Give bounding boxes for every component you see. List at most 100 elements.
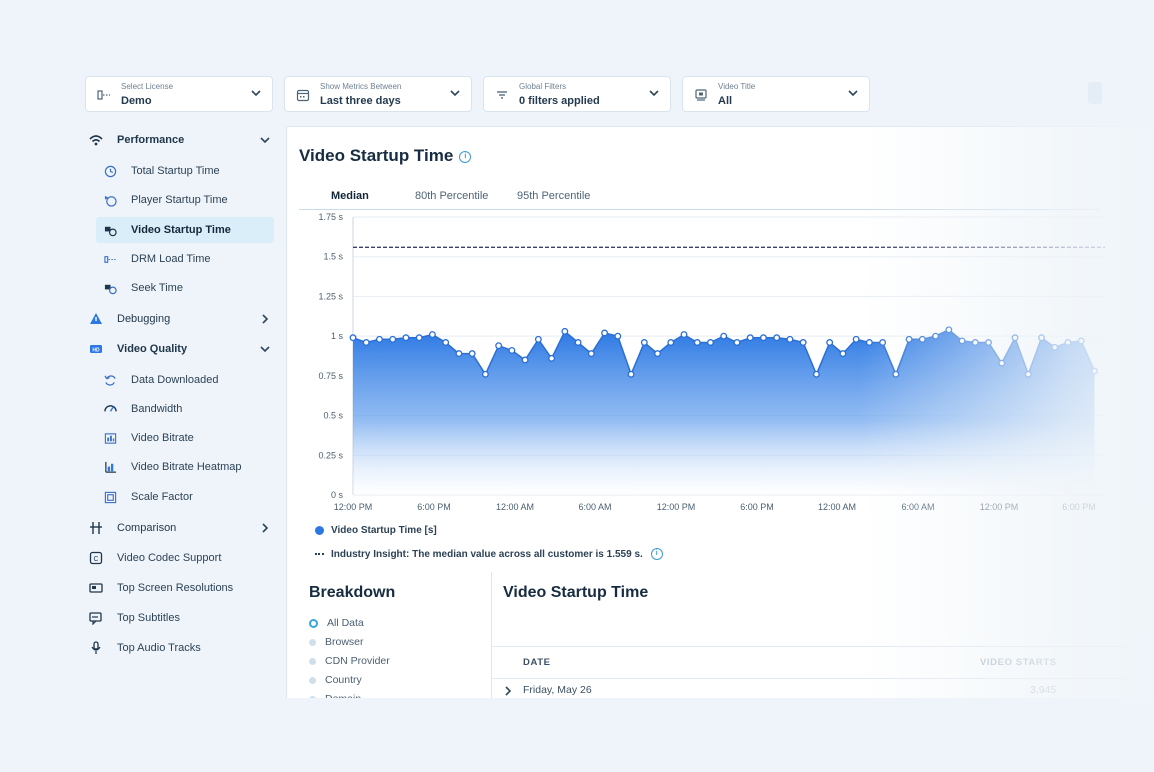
data-point bbox=[640, 339, 648, 346]
y-tick-label: 0.75 s bbox=[318, 371, 343, 381]
data-point bbox=[468, 350, 476, 358]
data-point bbox=[455, 350, 463, 358]
data-point bbox=[1051, 343, 1059, 351]
data-point bbox=[839, 350, 847, 358]
screen-icon bbox=[89, 581, 103, 595]
info-icon[interactable]: i bbox=[459, 150, 472, 163]
sidebar-item-video-bitrate[interactable]: Video Bitrate bbox=[103, 425, 194, 451]
sidebar-item-video-codec-support[interactable]: C Video Codec Support bbox=[89, 545, 221, 571]
filter-icon bbox=[495, 88, 509, 102]
filter-value: Last three days bbox=[320, 95, 401, 107]
sidebar-item-bandwidth[interactable]: Bandwidth bbox=[103, 396, 182, 422]
column-header-date[interactable]: DATE bbox=[523, 657, 551, 668]
data-point bbox=[508, 346, 516, 354]
refresh-icon bbox=[103, 373, 117, 387]
sidebar-item-top-audio-tracks[interactable]: Top Audio Tracks bbox=[89, 635, 201, 661]
sidebar-item-label: Video Bitrate Heatmap bbox=[131, 461, 242, 473]
x-tick-label: 6:00 PM bbox=[1062, 502, 1096, 512]
export-button[interactable] bbox=[1088, 82, 1102, 104]
legend-insight-label: Industry Insight: The median value acros… bbox=[331, 548, 643, 560]
sidebar-group-comparison[interactable]: Comparison bbox=[89, 515, 271, 541]
data-point bbox=[402, 334, 410, 342]
sidebar-item-seek-time[interactable]: Seek Time bbox=[103, 275, 183, 301]
radio bbox=[309, 638, 316, 646]
video-title-icon bbox=[694, 88, 708, 102]
sidebar-item-video-bitrate-heatmap[interactable]: Video Bitrate Heatmap bbox=[103, 454, 241, 480]
legend-series[interactable]: Video Startup Time [s] bbox=[315, 525, 437, 536]
tab-median[interactable]: Median bbox=[331, 190, 369, 202]
sidebar-item-top-screen-resolutions[interactable]: Top Screen Resolutions bbox=[89, 575, 233, 601]
compare-icon bbox=[89, 521, 103, 535]
radio bbox=[309, 657, 316, 665]
data-point bbox=[746, 334, 754, 342]
column-header-video-starts[interactable]: VIDEO STARTS bbox=[980, 657, 1057, 668]
bitrate-icon bbox=[103, 431, 117, 445]
x-tick-label: 12:00 AM bbox=[818, 502, 856, 512]
data-point bbox=[1064, 339, 1072, 346]
data-point bbox=[826, 339, 834, 346]
chevron-right-icon bbox=[262, 523, 269, 533]
sidebar-item-label: Seek Time bbox=[131, 282, 183, 294]
chevron-right-icon bbox=[262, 314, 269, 324]
tab-80th-percentile[interactable]: 80th Percentile bbox=[415, 190, 489, 202]
data-point bbox=[561, 327, 569, 335]
global-filters-select[interactable]: Global Filters 0 filters applied bbox=[483, 76, 671, 112]
y-tick-label: 1.25 s bbox=[318, 291, 343, 301]
table-panel: Video Startup Time DATE VIDEO STARTS Fri… bbox=[491, 572, 1154, 702]
sidebar-item-label: Debugging bbox=[117, 313, 171, 325]
sidebar-group-debugging[interactable]: Debugging bbox=[89, 306, 271, 332]
calendar-icon bbox=[296, 88, 310, 102]
breakdown-option-all-data[interactable]: All Data bbox=[309, 617, 364, 629]
gauge-icon bbox=[103, 402, 117, 416]
chevron-right-icon[interactable] bbox=[504, 686, 512, 696]
data-point bbox=[812, 370, 820, 378]
tab-95th-percentile[interactable]: 95th Percentile bbox=[517, 190, 591, 202]
x-tick-label: 6:00 AM bbox=[578, 502, 611, 512]
sidebar-item-label: Performance bbox=[117, 134, 185, 146]
data-point bbox=[442, 339, 450, 346]
y-tick-label: 1 s bbox=[331, 331, 344, 341]
date-range-select[interactable]: Show Metrics Between Last three days bbox=[284, 76, 472, 112]
filter-label: Video Title bbox=[718, 82, 756, 91]
sidebar-item-top-subtitles[interactable]: Top Subtitles bbox=[89, 605, 180, 631]
data-point bbox=[481, 370, 489, 378]
breakdown-option-label: CDN Provider bbox=[325, 655, 390, 667]
sidebar-item-label: Comparison bbox=[117, 522, 177, 534]
sidebar-item-total-startup-time[interactable]: Total Startup Time bbox=[103, 158, 220, 184]
sidebar-item-data-downloaded[interactable]: Data Downloaded bbox=[103, 367, 218, 393]
data-point bbox=[1091, 367, 1098, 375]
sidebar-item-label: Scale Factor bbox=[131, 491, 193, 503]
sidebar-item-scale-factor[interactable]: Scale Factor bbox=[103, 484, 193, 510]
data-point bbox=[945, 326, 953, 334]
svg-text:HD: HD bbox=[92, 347, 100, 353]
chevron-down-icon bbox=[450, 90, 460, 97]
breakdown-option-browser[interactable]: Browser bbox=[309, 636, 364, 648]
info-icon[interactable]: i bbox=[650, 548, 663, 560]
row-date: Friday, May 26 bbox=[523, 684, 592, 696]
sidebar-group-performance[interactable]: Performance bbox=[89, 127, 271, 153]
license-select[interactable]: Select License Demo bbox=[85, 76, 273, 112]
data-point bbox=[786, 335, 794, 343]
sidebar-item-player-startup-time[interactable]: Player Startup Time bbox=[103, 187, 228, 213]
video-title-select[interactable]: Video Title All bbox=[682, 76, 870, 112]
filter-label: Global Filters bbox=[519, 82, 567, 91]
sidebar-item-drm-load-time[interactable]: DRM Load Time bbox=[103, 246, 210, 272]
breakdown-option-country[interactable]: Country bbox=[309, 674, 362, 686]
sidebar-item-video-startup-time[interactable]: Video Startup Time bbox=[96, 217, 274, 243]
data-point bbox=[852, 335, 860, 343]
data-point bbox=[667, 339, 675, 346]
x-tick-label: 12:00 AM bbox=[496, 502, 534, 512]
data-point bbox=[932, 332, 940, 340]
data-point bbox=[892, 370, 900, 378]
radio bbox=[309, 676, 316, 684]
breakdown-option-cdn-provider[interactable]: CDN Provider bbox=[309, 655, 390, 667]
filter-value: Demo bbox=[121, 95, 152, 107]
scale-icon bbox=[103, 490, 117, 504]
table-header: DATE VIDEO STARTS bbox=[492, 646, 1154, 679]
breakdown-option-label: Country bbox=[325, 674, 362, 686]
x-tick-label: 6:00 PM bbox=[417, 502, 451, 512]
sidebar-group-video-quality[interactable]: HD Video Quality bbox=[89, 336, 271, 362]
audio-icon bbox=[89, 641, 103, 655]
subtitles-icon bbox=[89, 611, 103, 625]
